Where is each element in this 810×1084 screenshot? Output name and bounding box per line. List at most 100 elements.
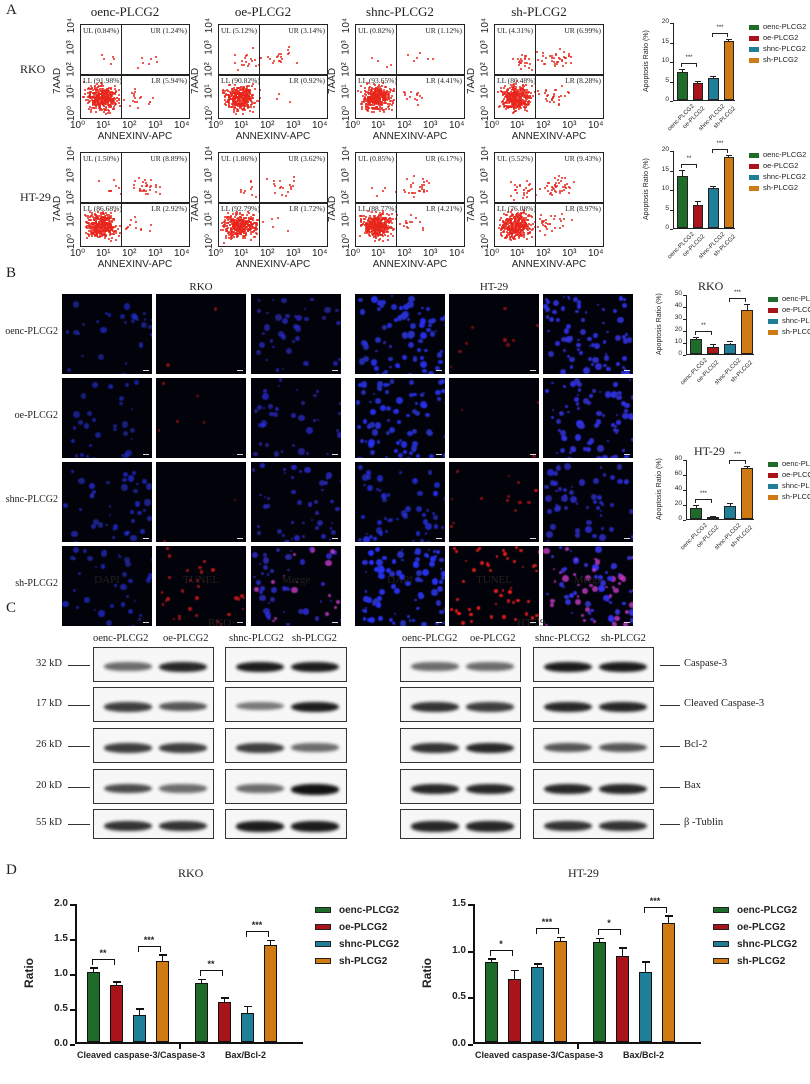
event-dot — [561, 60, 563, 62]
cell-spot — [585, 369, 587, 371]
event-dot — [99, 236, 101, 238]
event-dot — [280, 53, 282, 55]
cell-spot — [259, 595, 266, 602]
legend-swatch — [768, 462, 778, 467]
event-dot — [246, 214, 248, 216]
cell-spot — [399, 306, 402, 309]
event-dot — [524, 65, 526, 67]
cell-spot — [392, 559, 396, 563]
cell-spot — [130, 510, 134, 514]
cell-spot — [451, 498, 453, 500]
tunel-image — [449, 462, 539, 542]
cell-spot — [544, 485, 549, 490]
x-tick-label: 10³ — [286, 120, 300, 131]
event-dot — [515, 110, 517, 112]
cell-spot — [392, 622, 395, 625]
cell-spot — [402, 332, 407, 337]
cell-spot — [203, 421, 206, 424]
quadrant-lr-label: LR (8.28%) — [565, 76, 601, 85]
cell-spot — [357, 425, 361, 429]
event-dot — [529, 95, 531, 97]
event-dot — [528, 103, 530, 105]
cell-spot — [412, 619, 415, 622]
legend-item: shnc-PLCG2 — [749, 171, 806, 182]
chart-title: HT-29 — [694, 444, 725, 459]
tunel-image — [156, 546, 246, 626]
column-label: TUNEL — [156, 574, 246, 586]
y-tick-label: 10³ — [204, 40, 215, 54]
cell-spot — [565, 599, 571, 605]
error-bar-cap — [693, 337, 699, 338]
cell-spot — [610, 475, 615, 480]
cell-spot — [487, 564, 490, 567]
event-dot — [230, 233, 232, 235]
cell-spot — [135, 501, 140, 506]
event-dot — [523, 234, 525, 236]
legend-item: sh-PLCG2 — [768, 491, 810, 502]
cell-spot — [503, 552, 507, 556]
quadrant-vertical-line — [121, 153, 123, 246]
protein-label-line — [660, 665, 680, 666]
event-dot — [249, 110, 251, 112]
event-dot — [383, 111, 385, 113]
cell-spot — [577, 407, 580, 410]
event-dot — [231, 237, 233, 239]
event-dot — [222, 92, 224, 94]
cell-spot — [420, 597, 422, 599]
event-dot — [103, 58, 105, 60]
event-dot — [406, 98, 408, 100]
cell-spot — [624, 479, 629, 484]
event-dot — [277, 217, 279, 219]
event-dot — [519, 184, 521, 186]
event-dot — [422, 229, 424, 231]
event-dot — [241, 60, 243, 62]
cell-spot — [401, 441, 408, 448]
cell-spot — [604, 355, 609, 360]
event-dot — [236, 230, 238, 232]
event-dot — [570, 56, 572, 58]
x-tick-label: 10² — [397, 120, 411, 131]
blot-strip — [533, 687, 654, 722]
cell-spot — [360, 439, 364, 443]
scale-bar — [332, 370, 338, 372]
cell-spot — [586, 520, 591, 525]
event-dot — [549, 223, 551, 225]
protein-band — [466, 743, 514, 754]
cell-spot — [282, 534, 285, 537]
event-dot — [497, 91, 499, 93]
cell-spot — [610, 503, 614, 507]
event-dot — [135, 227, 137, 229]
cell-spot — [413, 356, 418, 361]
chart-plot-area — [75, 904, 303, 1044]
y-tick-mark — [683, 490, 686, 491]
bar-oenc-plcg2 — [690, 508, 702, 519]
event-dot — [278, 93, 280, 95]
event-dot — [237, 69, 239, 71]
event-dot — [93, 229, 95, 231]
event-dot — [525, 187, 527, 189]
cell-spot — [292, 340, 295, 343]
cell-spot — [333, 361, 338, 366]
cell-spot — [597, 495, 602, 500]
cell-spot — [415, 557, 420, 562]
cell-spot — [624, 409, 627, 412]
cell-spot — [237, 597, 240, 600]
quadrant-ur-label: UR (9.43%) — [564, 154, 601, 163]
cell-spot — [335, 507, 340, 512]
cell-spot — [306, 452, 310, 456]
lane-label: oenc-PLCG2 — [93, 633, 148, 644]
event-dot — [390, 64, 392, 66]
significance-label: *** — [729, 290, 746, 296]
cell-spot — [394, 588, 400, 594]
cell-title-ht29: HT-29 — [449, 281, 539, 293]
event-dot — [523, 194, 525, 196]
cell-spot — [566, 324, 571, 329]
protein-band — [291, 821, 339, 832]
event-dot — [536, 51, 538, 53]
event-dot — [227, 90, 229, 92]
event-dot — [223, 242, 225, 244]
event-dot — [559, 192, 561, 194]
y-tick-label: 10⁰ — [66, 234, 77, 249]
